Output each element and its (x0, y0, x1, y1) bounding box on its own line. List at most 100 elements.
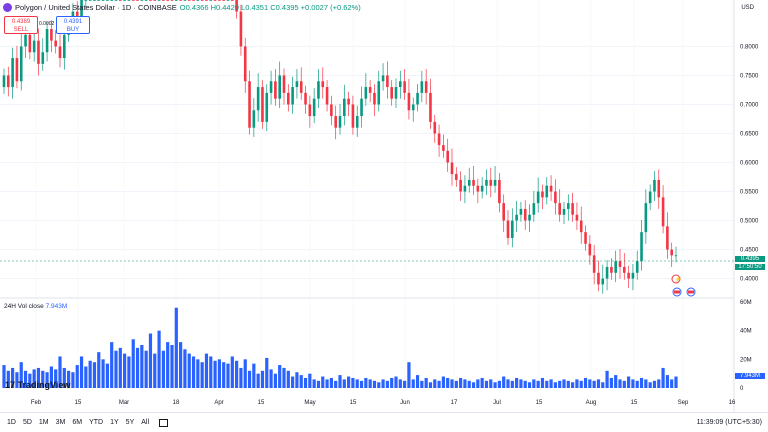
volume-bar (282, 367, 286, 388)
volume-bar (239, 367, 243, 388)
candle (261, 80, 264, 129)
candle (476, 178, 480, 204)
candle (666, 212, 669, 259)
candle (282, 68, 286, 105)
timeframe-1m[interactable]: 1M (38, 419, 49, 426)
candle (50, 20, 53, 53)
volume-bar (519, 379, 523, 388)
candle (567, 194, 570, 221)
timeframe-ytd[interactable]: YTD (89, 419, 104, 426)
tradingview-logo-icon: 17 (5, 380, 16, 390)
time-tick-label: Mar (119, 400, 129, 406)
volume-bar (179, 342, 183, 388)
volume-bar (260, 370, 265, 388)
candle (304, 85, 307, 114)
candle (489, 167, 493, 198)
volume-bar (540, 377, 545, 388)
volume-bar (222, 362, 226, 388)
volume-bar (622, 380, 626, 388)
candle (627, 265, 630, 288)
volume-bar (312, 379, 316, 388)
volume-bar (213, 360, 217, 388)
volume-bar (118, 347, 122, 388)
timeframe-3m[interactable]: 3M (55, 419, 66, 426)
candle (502, 194, 505, 233)
volume-bar (256, 373, 260, 388)
candle (166, 0, 169, 1)
candle (605, 260, 609, 291)
volume-bar (19, 362, 23, 388)
candle (541, 184, 544, 209)
timeframe-5d[interactable]: 5D (22, 419, 32, 426)
symbol-title[interactable]: Polygon / United States Dollar · 1D · CO… (15, 3, 177, 12)
volume-bar (631, 379, 635, 388)
candle (429, 78, 432, 129)
volume-bar (665, 375, 669, 388)
candle (472, 165, 475, 196)
volume-bar (545, 380, 549, 388)
volume-bar (67, 370, 71, 388)
candle (411, 97, 415, 122)
candle (218, 0, 221, 1)
price-tick-label: 0.7000 (740, 102, 759, 108)
timeframe-list: 1D 5D 1M 3M 6M YTD 1Y 5Y All (7, 419, 149, 426)
candle (41, 38, 45, 71)
candle (187, 0, 191, 1)
timeframe-5y[interactable]: 5Y (125, 419, 135, 426)
price-tick-label: 0.6000 (740, 161, 759, 167)
candle (437, 124, 441, 157)
candle (433, 114, 437, 143)
volume-bar (670, 379, 674, 388)
candle (131, 0, 135, 1)
price-tick-label: 0.4000 (740, 277, 759, 283)
candle (149, 0, 152, 1)
volume-bar (166, 342, 170, 388)
timeframe-1d[interactable]: 1D (7, 419, 16, 426)
ohlc-values: O0.4366 H0.4420 L0.4351 C0.4395 +0.0027 … (179, 3, 361, 12)
candle (45, 22, 49, 62)
candle (653, 171, 656, 201)
candle (347, 91, 350, 117)
candle (119, 0, 122, 1)
volume-value: 7.943M (45, 303, 68, 310)
candle (381, 63, 385, 91)
tradingview-watermark[interactable]: 17 TradingView (5, 380, 70, 390)
candle (450, 148, 454, 186)
clock[interactable]: 11:39:09 (UTC+5:30) (696, 419, 762, 426)
volume-bar (364, 377, 368, 388)
volume-bar (15, 372, 19, 388)
candle (213, 0, 217, 1)
volume-bar (58, 356, 62, 388)
candle (588, 235, 592, 265)
sell-button[interactable]: 0.4389 SELL (4, 16, 38, 34)
volume-bar (614, 375, 618, 388)
timeframe-1y[interactable]: 1Y (110, 419, 119, 426)
spread-value: 0.0002 (39, 21, 55, 27)
volume-bar (28, 373, 32, 388)
buy-label: BUY (66, 27, 80, 33)
volume-bar (153, 353, 157, 388)
candle (519, 201, 523, 222)
volume-bar (157, 330, 161, 388)
candle (175, 0, 178, 1)
price-chart[interactable]: 0.8000 0.7500 0.7000 0.6500 0.6000 0.5500 0.50… (0, 0, 768, 412)
currency-selector[interactable]: USD (741, 5, 754, 11)
event-icon[interactable] (671, 274, 681, 284)
volume-bar (420, 380, 424, 388)
candle (597, 260, 600, 292)
volume-bar (88, 360, 92, 388)
candle (467, 167, 471, 193)
buy-button[interactable]: 0.4391 BUY (56, 16, 90, 34)
candle (554, 179, 557, 215)
time-tick-label: 18 (173, 400, 180, 406)
candle (498, 172, 501, 213)
candle (368, 80, 372, 103)
timeframe-6m[interactable]: 6M (72, 419, 83, 426)
timeframe-all[interactable]: All (141, 419, 150, 426)
candle (235, 0, 238, 19)
candle (196, 0, 200, 1)
volume-bar (571, 382, 575, 388)
calendar-icon[interactable] (159, 418, 169, 427)
candle (592, 244, 596, 285)
candle (153, 0, 157, 1)
